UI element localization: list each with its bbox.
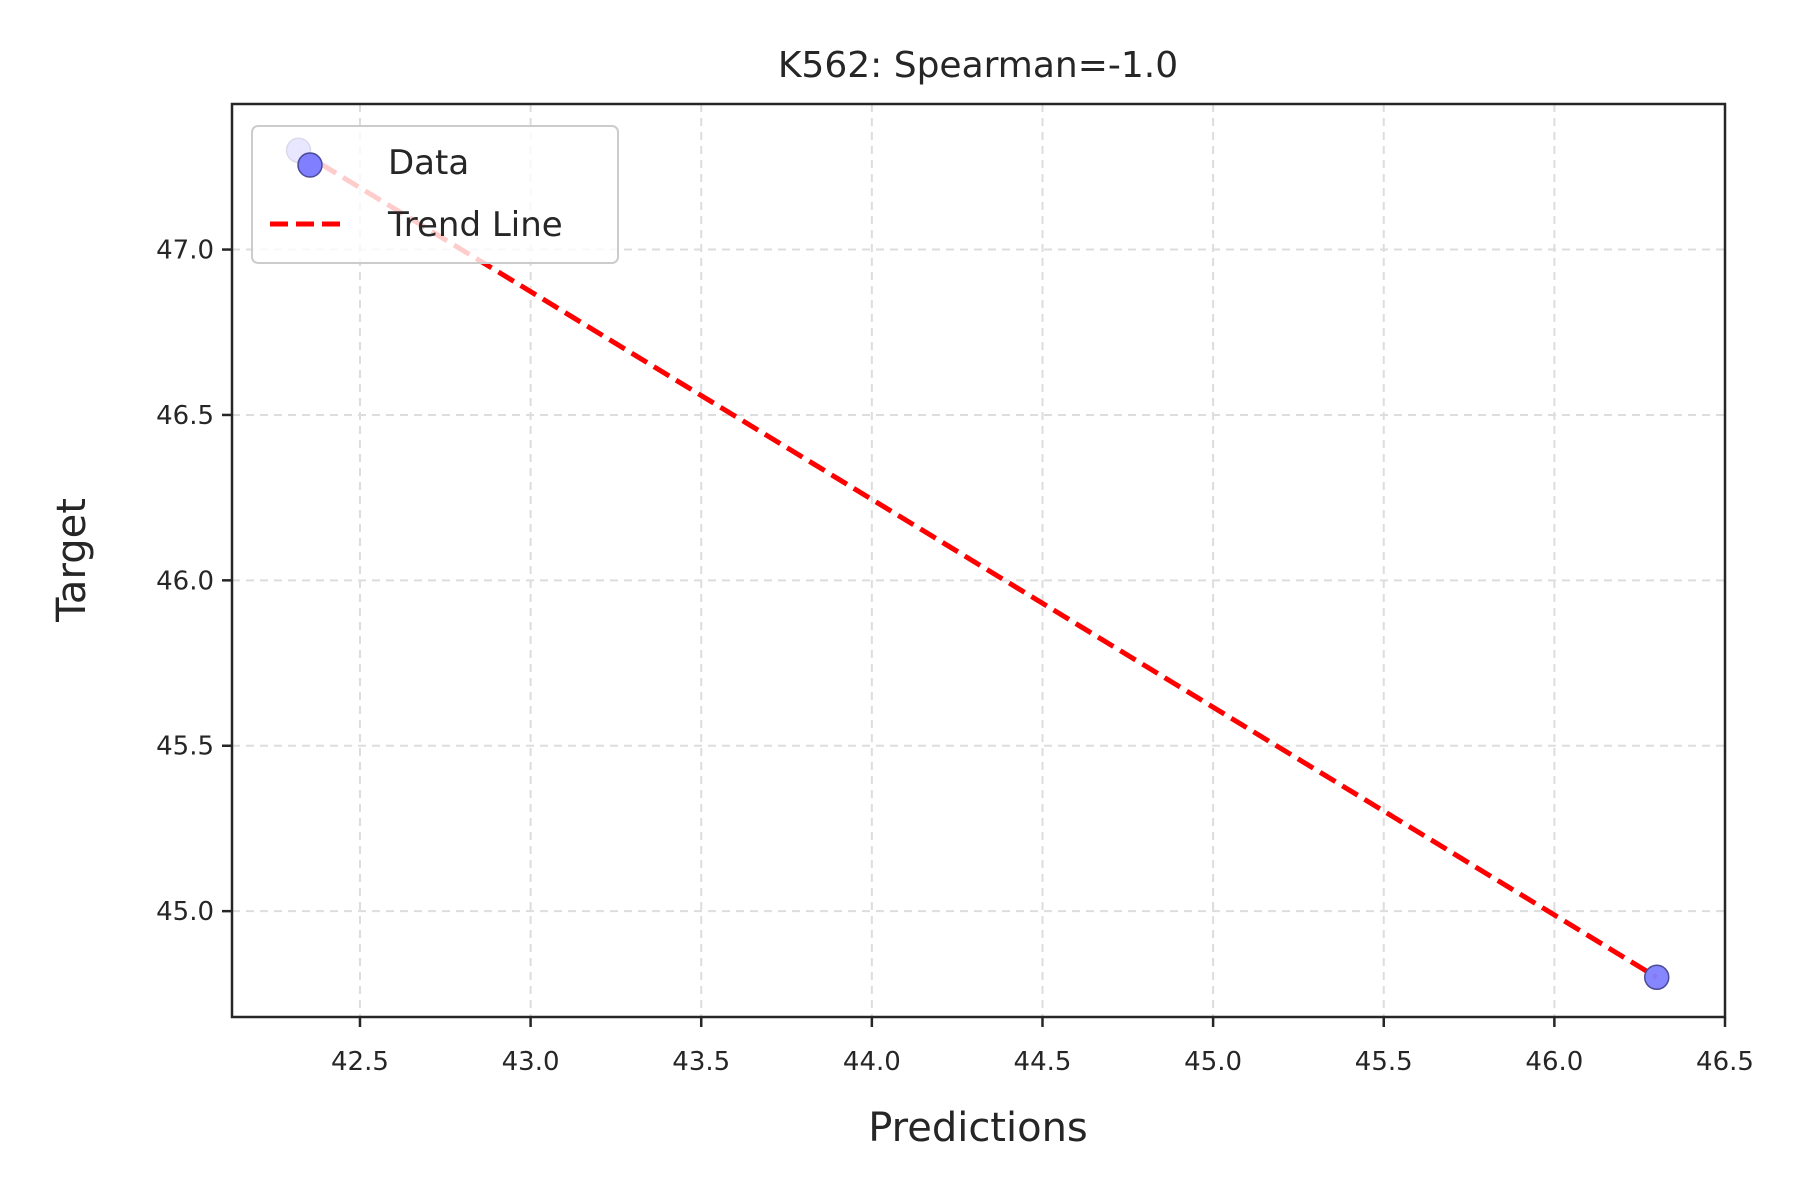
y-axis-ticks: 45.0 45.5 46.0 46.5 47.0 [156,236,232,927]
y-axis-label: Target [49,498,95,623]
x-tick-label: 45.0 [1184,1047,1242,1077]
y-tick-label: 45.5 [156,732,214,762]
x-tick-label: 43.0 [502,1047,560,1077]
x-tick-label: 46.5 [1696,1047,1754,1077]
legend-trend-label: Trend Line [387,205,563,245]
y-tick-label: 45.0 [156,897,214,927]
plot-frame [230,102,1727,1019]
trend-line [297,148,1659,980]
x-axis-label: Predictions [868,1105,1088,1151]
x-tick-label: 45.5 [1355,1047,1413,1077]
y-tick-label: 47.0 [156,236,214,266]
x-tick-label: 44.5 [1014,1047,1072,1077]
legend-frame [251,125,619,264]
x-tick-label: 44.0 [843,1047,901,1077]
y-tick-label: 46.0 [156,566,214,596]
trend-line-layer [297,148,1659,980]
grid [232,104,1725,1017]
x-axis-ticks: 42.5 43.0 43.5 44.0 44.5 45.0 45.5 46.0 46.5 [331,1017,1754,1077]
data-point [1643,964,1670,991]
x-tick-label: 42.5 [331,1047,389,1077]
legend-data-label: Data [388,143,469,183]
y-tick-label: 46.5 [156,401,214,431]
x-tick-label: 46.0 [1525,1047,1583,1077]
chart-title: K562: Spearman=-1.0 [778,45,1178,86]
legend-data-marker [297,152,323,178]
x-tick-label: 43.5 [672,1047,730,1077]
legend: Data Trend Line [251,125,619,264]
